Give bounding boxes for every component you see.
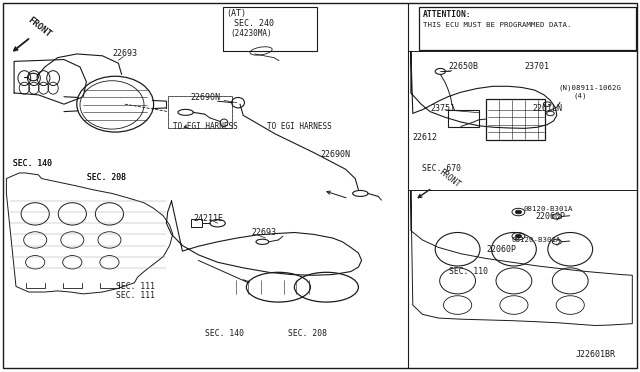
Text: 22693: 22693 [252,228,276,237]
Text: 22060P: 22060P [486,245,516,254]
Text: SEC. 240: SEC. 240 [234,19,275,28]
Text: 22690N: 22690N [191,93,221,102]
Text: SEC. 140: SEC. 140 [13,159,52,168]
Text: SEC. 111: SEC. 111 [116,291,156,300]
Bar [191,219,202,227]
Text: 23701: 23701 [525,62,550,71]
Text: FRONT: FRONT [26,15,52,39]
Text: 22612: 22612 [412,134,437,142]
Text: 2261LN: 2261LN [532,105,563,113]
Text: 08120-B301A: 08120-B301A [512,237,561,243]
Text: SEC. 208: SEC. 208 [87,173,126,182]
Circle shape [515,234,522,238]
Text: SEC. 111: SEC. 111 [116,282,156,291]
Text: (AT): (AT) [227,9,246,18]
Text: SEC. 140: SEC. 140 [205,329,244,338]
Text: 22650B: 22650B [448,62,478,71]
Text: SEC. 208: SEC. 208 [288,329,327,338]
Text: 08120-B301A: 08120-B301A [524,206,573,212]
Text: 24211E: 24211E [193,214,223,223]
Text: FRONT: FRONT [436,168,461,190]
Bar [168,96,232,128]
Text: (24230MA): (24230MA) [230,29,272,38]
Text: SEC. 140: SEC. 140 [13,159,52,168]
Text: J22601BR: J22601BR [576,350,616,359]
Text: SEC. 110: SEC. 110 [449,267,488,276]
Text: TO EGI HARNESS: TO EGI HARNESS [267,122,332,131]
Text: TO EGI HARNESS: TO EGI HARNESS [173,122,237,131]
Text: 22693: 22693 [112,49,137,58]
Bar [223,7,317,51]
Text: ATTENTION:: ATTENTION: [423,10,472,19]
Bar [419,7,636,50]
Text: 22060P: 22060P [535,212,565,221]
Text: SEC. 208: SEC. 208 [87,173,126,182]
Text: 23751: 23751 [430,105,455,113]
Bar [168,96,232,128]
Text: THIS ECU MUST BE PROGRAMMED DATA.: THIS ECU MUST BE PROGRAMMED DATA. [423,22,572,28]
Bar [448,110,479,127]
Text: 22690N: 22690N [320,150,350,159]
Text: SEC. 670: SEC. 670 [422,164,461,173]
Text: (N)08911-1062G: (N)08911-1062G [558,85,621,91]
Text: (4): (4) [573,93,587,99]
Bar [486,99,545,140]
Circle shape [515,210,522,214]
